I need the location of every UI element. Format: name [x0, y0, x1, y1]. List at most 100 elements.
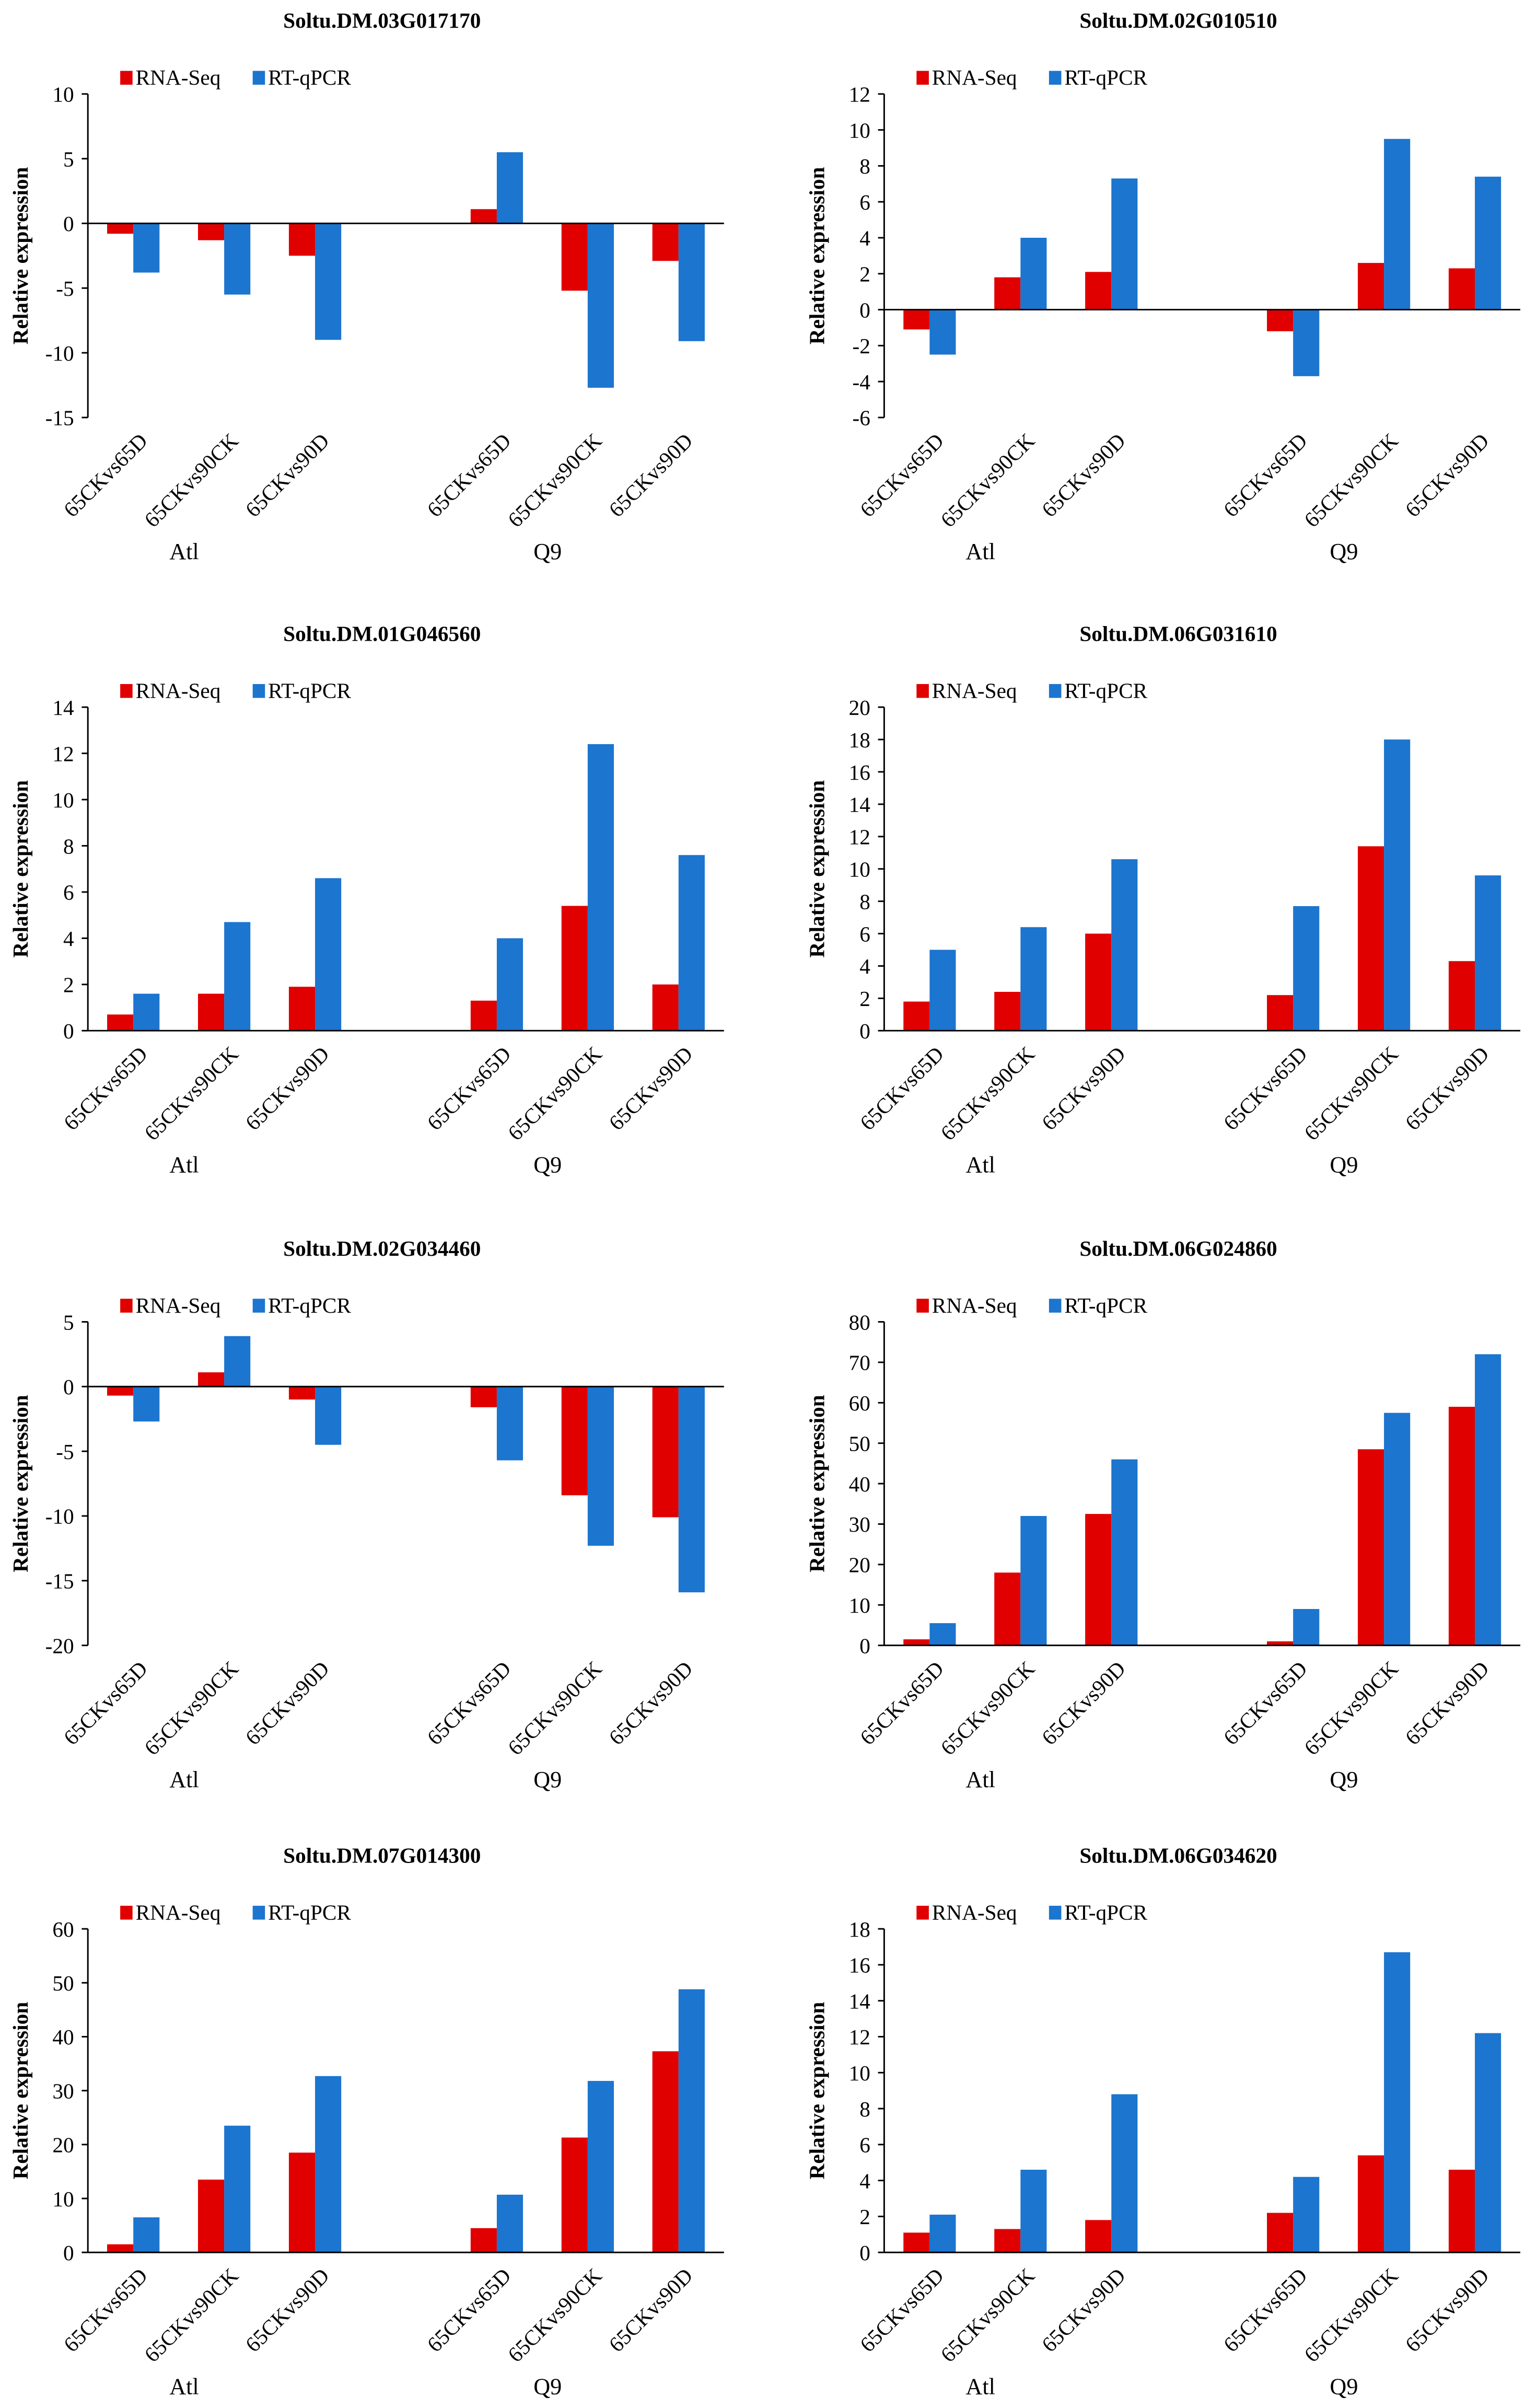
legend-label: RT-qPCR — [268, 1900, 351, 1924]
legend-swatch — [120, 1299, 133, 1313]
bar — [587, 744, 614, 1031]
legend-label: RNA-Seq — [932, 65, 1017, 89]
x-tick-label: 65CKvs90D — [604, 1041, 697, 1134]
x-tick-label: 65CKvs90CK — [503, 1041, 607, 1145]
bar — [1448, 268, 1475, 310]
bar — [288, 2152, 316, 2253]
chart-title: Soltu.DM.07G014300 — [283, 1843, 481, 1867]
x-tick-label: 65CKvs65D — [59, 429, 152, 522]
bar — [1085, 272, 1112, 310]
x-tick-label: 65CKvs65D — [422, 1041, 515, 1134]
x-tick-label: 65CKvs90CK — [1299, 429, 1403, 532]
group-label: Atl — [169, 1152, 199, 1178]
bar — [1448, 1407, 1475, 1646]
x-tick-label: 65CKvs90D — [240, 1041, 333, 1134]
y-tick-label: 14 — [849, 1989, 870, 2013]
bar — [678, 1989, 705, 2253]
bar — [197, 223, 225, 240]
y-tick-label: 6 — [859, 922, 870, 946]
bar — [107, 1386, 134, 1396]
x-tick-label: 65CKvs90CK — [936, 1657, 1039, 1760]
bar — [994, 277, 1021, 310]
x-tick-label: 65CKvs65D — [855, 2263, 948, 2356]
bar — [652, 223, 679, 261]
bar — [1357, 2155, 1384, 2253]
y-tick-label: -5 — [56, 1440, 74, 1464]
group-label: Q9 — [533, 1767, 562, 1792]
y-axis-label: Relative expression — [8, 2002, 32, 2180]
y-tick-label: 30 — [849, 1512, 870, 1536]
y-tick-label: 12 — [849, 825, 870, 849]
y-tick-label: 80 — [849, 1310, 870, 1334]
bar — [133, 993, 160, 1031]
bar — [1111, 1459, 1138, 1646]
chart-title: Soltu.DM.06G031610 — [1079, 621, 1277, 645]
legend-swatch — [120, 71, 133, 85]
group-label: Q9 — [1330, 1767, 1358, 1792]
y-axis-label: Relative expression — [8, 167, 32, 345]
x-tick-label: 65CKvs90D — [240, 429, 333, 522]
chart-title: Soltu.DM.02G010510 — [1079, 8, 1277, 32]
bar — [1384, 739, 1411, 1031]
bar — [652, 2051, 679, 2253]
bar — [678, 223, 705, 341]
bar — [496, 152, 523, 224]
y-tick-label: 10 — [849, 2061, 870, 2085]
bar — [903, 1001, 930, 1031]
x-tick-label: 65CKvs90D — [604, 429, 697, 522]
x-tick-label: 65CKvs65D — [1219, 1041, 1312, 1134]
chart: Soltu.DM.02G034460 Relative expression RNA… — [8, 1236, 724, 1792]
y-tick-label: 0 — [859, 1634, 870, 1658]
y-tick-label: 20 — [52, 2133, 74, 2157]
bar — [929, 950, 956, 1031]
legend-label: RT-qPCR — [268, 1293, 351, 1317]
y-tick-label: 50 — [52, 1971, 74, 1995]
legend-label: RT-qPCR — [1064, 1293, 1147, 1317]
bar — [587, 1386, 614, 1546]
x-tick-label: 65CKvs65D — [422, 429, 515, 522]
bar — [496, 2194, 523, 2253]
chart-title: Soltu.DM.02G034460 — [283, 1236, 481, 1260]
chart: Soltu.DM.07G014300 Relative expression RNA… — [8, 1843, 724, 2399]
y-tick-label: 10 — [52, 788, 74, 812]
bar — [224, 223, 251, 295]
y-axis-label: Relative expression — [805, 2002, 829, 2180]
bar — [1475, 1354, 1501, 1646]
y-tick-label: -15 — [45, 1569, 74, 1593]
y-tick-label: -10 — [45, 1504, 74, 1529]
group-label: Q9 — [1330, 539, 1358, 564]
bar — [133, 2217, 160, 2253]
x-tick-label: 65CKvs90D — [240, 2263, 333, 2356]
bar — [470, 1386, 497, 1407]
group-label: Atl — [965, 1767, 995, 1792]
bar — [224, 1336, 251, 1387]
legend-label: RT-qPCR — [1064, 1900, 1147, 1924]
y-tick-label: 0 — [859, 2241, 870, 2265]
y-tick-label: 2 — [63, 973, 74, 997]
chart: Soltu.DM.06G024860 Relative expression RNA… — [805, 1236, 1521, 1792]
legend-label: RNA-Seq — [136, 1293, 221, 1317]
legend-label: RNA-Seq — [932, 1293, 1017, 1317]
y-tick-label: -20 — [45, 1634, 74, 1658]
chart-title: Soltu.DM.01G046560 — [283, 621, 481, 645]
x-tick-label: 65CKvs90CK — [1299, 2263, 1403, 2367]
y-tick-label: 60 — [849, 1391, 870, 1415]
y-tick-label: 16 — [849, 760, 870, 784]
x-tick-label: 65CKvs90CK — [139, 1041, 243, 1145]
group-label: Atl — [169, 539, 199, 564]
bar — [470, 209, 497, 224]
x-tick-label: 65CKvs90CK — [139, 1657, 243, 1760]
y-tick-label: -4 — [852, 370, 870, 394]
x-tick-label: 65CKvs90D — [1400, 1657, 1493, 1750]
legend-label: RNA-Seq — [932, 679, 1017, 703]
bar — [1267, 2213, 1294, 2253]
x-tick-label: 65CKvs65D — [855, 1041, 948, 1134]
bar — [315, 2076, 342, 2253]
chart: Soltu.DM.02G010510 Relative expression RNA… — [805, 8, 1521, 564]
bar — [1475, 177, 1501, 310]
legend-swatch — [252, 684, 265, 698]
bar — [288, 1386, 316, 1400]
x-tick-label: 65CKvs90CK — [139, 2263, 243, 2367]
bar — [1293, 2177, 1320, 2253]
x-tick-label: 65CKvs90D — [604, 1657, 697, 1750]
